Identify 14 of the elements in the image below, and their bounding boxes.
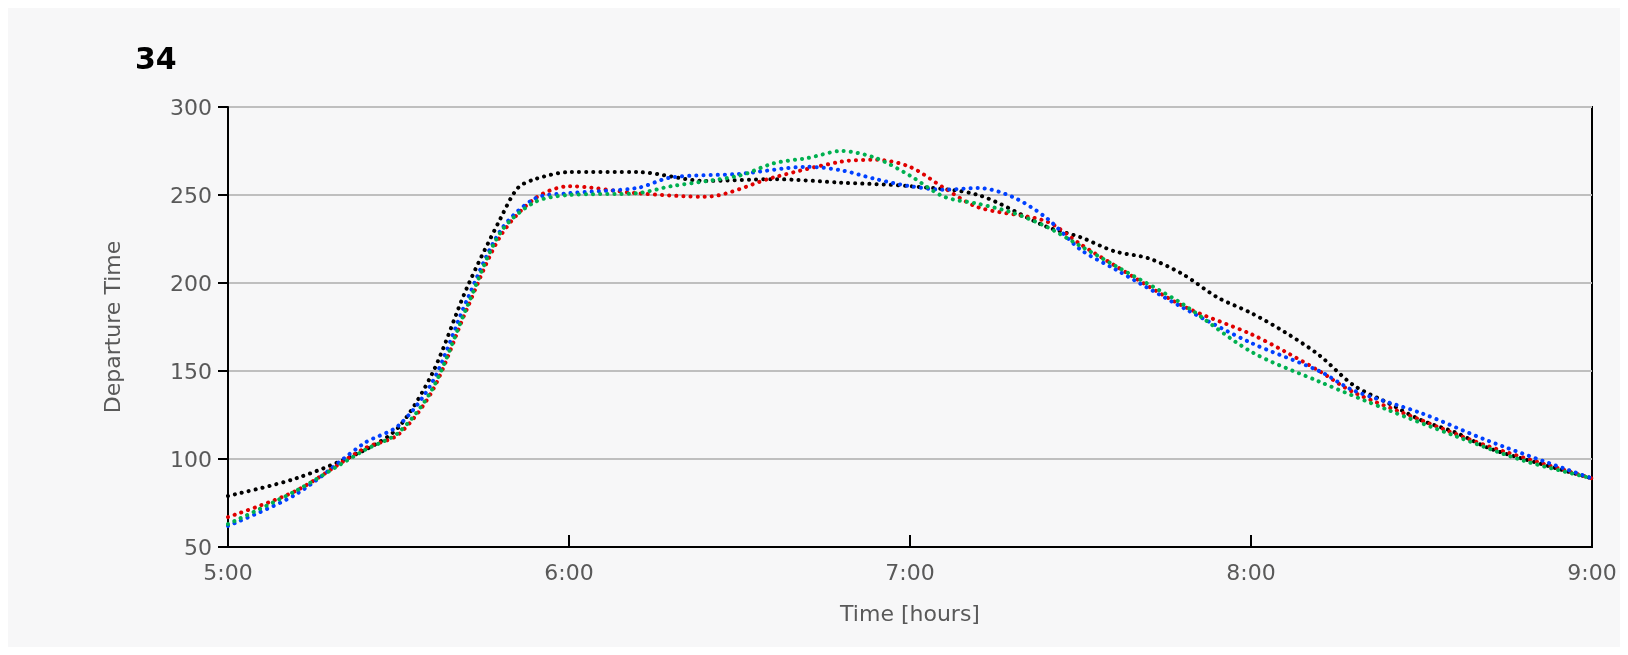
x-tick-label: 8:00: [1226, 559, 1276, 585]
y-axis-title: Departure Time: [99, 240, 125, 414]
y-tick-label: 300: [170, 94, 212, 120]
x-tick-label: 6:00: [544, 559, 594, 585]
chart-title: 34: [135, 40, 177, 76]
y-tick-label: 50: [184, 534, 212, 560]
y-tick-label: 100: [170, 446, 212, 472]
y-tick-label: 250: [170, 182, 212, 208]
x-tick-label: 7:00: [885, 559, 935, 585]
x-axis-title: Time [hours]: [839, 600, 980, 626]
x-tick-label: 9:00: [1567, 559, 1617, 585]
x-tick-label: 5:00: [203, 559, 253, 585]
y-tick-label: 200: [170, 270, 212, 296]
y-tick-label: 150: [170, 358, 212, 384]
